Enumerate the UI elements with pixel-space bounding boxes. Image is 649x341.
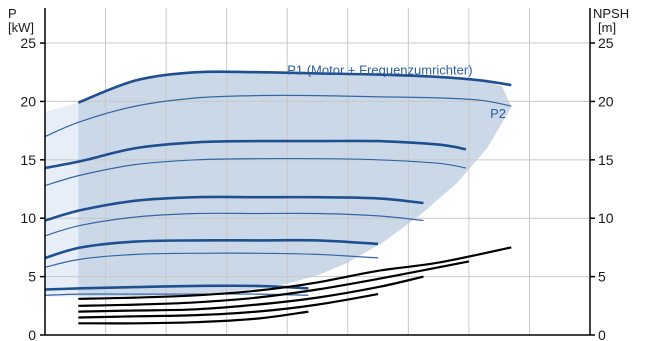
npsh-curve: [78, 310, 309, 325]
operating-envelope-area: [78, 72, 512, 297]
curves: [44, 70, 512, 325]
p2-curve: [44, 157, 467, 187]
left-tick-label: 25: [20, 35, 36, 51]
p1-curve: [44, 238, 379, 260]
left-axis-unit: [kW]: [8, 20, 34, 35]
left-tick-label: 15: [20, 152, 36, 168]
npsh-curve: [78, 293, 379, 319]
axes: P [kW] NPSH [m] 0 5 10 15 20 25 0 5 10 15 20 25: [8, 6, 629, 341]
p2-curve: [44, 94, 512, 138]
npsh-curve: [78, 246, 512, 300]
left-tick-label: 5: [28, 269, 36, 285]
p1-curve-label: P1 (Motor + Frequenzumrichter): [287, 63, 472, 78]
p2-curve: [44, 293, 309, 296]
p1-curve: [44, 284, 309, 291]
left-tick-label: 0: [28, 327, 36, 341]
right-tick-label: 5: [598, 269, 606, 285]
left-tick-label: 10: [20, 210, 36, 226]
npsh-curve: [78, 260, 470, 307]
grid: [45, 8, 590, 335]
right-tick-label: 25: [598, 35, 614, 51]
p1-curve: [44, 195, 424, 222]
right-tick-label: 15: [598, 152, 614, 168]
right-tick-label: 0: [598, 327, 606, 341]
right-tick-label: 20: [598, 93, 614, 109]
p2-curve: [44, 212, 424, 237]
right-tick-label: 10: [598, 210, 614, 226]
right-axis-unit: [m]: [598, 20, 616, 35]
left-tick-label: 20: [20, 93, 36, 109]
edge-band-area: [45, 102, 79, 297]
annotations: P1 (Motor + Frequenzumrichter) P2: [287, 63, 506, 121]
p1-curve: [77, 70, 512, 104]
p2-curve: [44, 252, 379, 268]
left-axis-title: P: [8, 6, 17, 21]
right-axis-title: NPSH: [593, 6, 629, 21]
p2-curve-label: P2: [490, 106, 506, 121]
p1-curve: [44, 139, 467, 170]
npsh-curve: [78, 275, 424, 313]
